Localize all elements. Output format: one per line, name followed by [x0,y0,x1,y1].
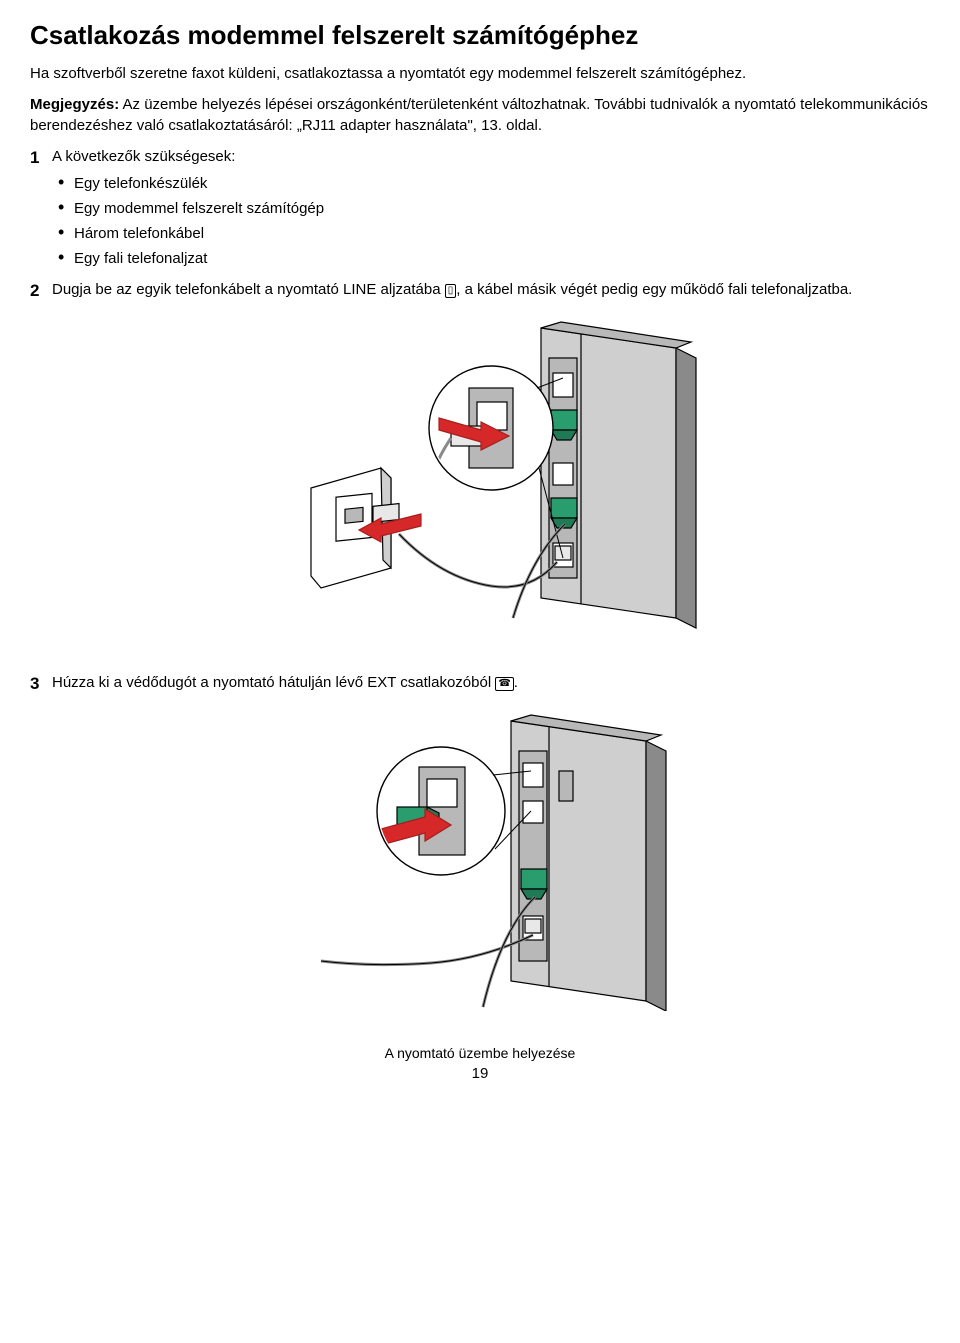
step-1-items: Egy telefonkészülék Egy modemmel felszer… [52,173,930,269]
line-port-icon: ▯ [445,284,457,298]
step-1-lead: A következők szükségesek: [52,148,235,165]
figure-2-svg [301,711,681,1011]
note-label: Megjegyzés: [30,96,119,113]
note-paragraph: Megjegyzés: Az üzembe helyezés lépései o… [30,94,930,136]
step-2-text-pre: Dugja be az egyik telefonkábelt a nyomta… [52,281,445,298]
step-1: A következők szükségesek: Egy telefonkés… [30,146,930,269]
steps-list: A következők szükségesek: Egy telefonkés… [30,146,930,1017]
step-3-text-post: . [514,674,518,691]
list-item: Egy fali telefonaljzat [52,248,930,269]
figure-1 [52,318,930,644]
list-item: Három telefonkábel [52,223,930,244]
note-text: Az üzembe helyezés lépései országonként/… [30,96,928,134]
list-item: Egy modemmel felszerelt számítógép [52,198,930,219]
step-2: Dugja be az egyik telefonkábelt a nyomta… [30,279,930,644]
list-item: Egy telefonkészülék [52,173,930,194]
intro-paragraph: Ha szoftverből szeretne faxot küldeni, c… [30,63,930,84]
figure-1-svg [281,318,701,638]
step-3: Húzza ki a védődugót a nyomtató hátulján… [30,672,930,1017]
ext-port-icon: ☎ [495,677,513,691]
step-2-text-post: , a kábel másik végét pedig egy működő f… [456,281,852,298]
page-title: Csatlakozás modemmel felszerelt számítóg… [30,20,930,51]
footer-text: A nyomtató üzembe helyezése [30,1045,930,1061]
step-3-text-pre: Húzza ki a védődugót a nyomtató hátulján… [52,674,495,691]
figure-2 [52,711,930,1017]
page-number: 19 [30,1065,930,1082]
